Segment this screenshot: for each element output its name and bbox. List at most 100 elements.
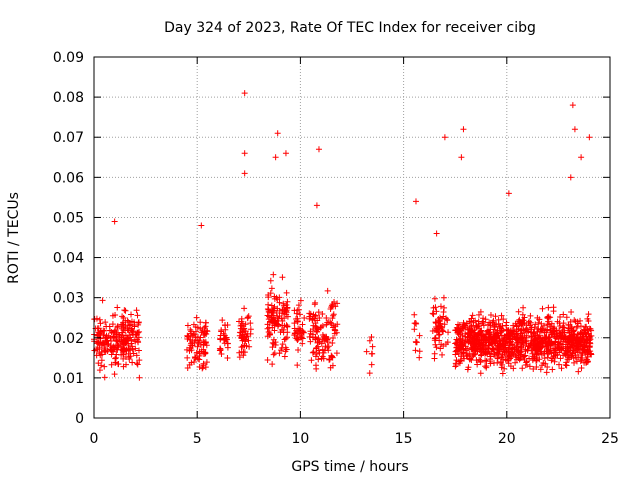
data-point <box>416 348 423 355</box>
data-point <box>523 325 530 332</box>
data-point <box>133 360 140 367</box>
data-point <box>435 318 442 325</box>
data-point <box>201 324 208 331</box>
data-point <box>528 333 535 340</box>
data-point <box>242 336 249 343</box>
data-point <box>574 343 581 350</box>
data-point <box>312 336 319 343</box>
data-point <box>272 154 279 161</box>
data-point <box>280 300 287 307</box>
data-point <box>587 340 594 347</box>
data-point <box>366 337 373 344</box>
x-tick-label: 15 <box>395 431 413 447</box>
data-point <box>476 356 483 363</box>
data-point <box>586 325 593 332</box>
data-point <box>522 352 529 359</box>
data-point <box>498 354 505 361</box>
data-point <box>274 130 281 137</box>
data-point <box>483 334 490 341</box>
data-point <box>236 318 243 325</box>
data-point <box>245 313 252 320</box>
data-point <box>295 347 302 354</box>
data-point <box>112 359 119 366</box>
data-point <box>111 371 118 378</box>
data-point <box>462 343 469 350</box>
data-point <box>101 374 108 381</box>
data-point <box>101 347 108 354</box>
data-point <box>416 332 423 339</box>
data-point <box>112 311 119 318</box>
data-point <box>224 340 231 347</box>
data-point <box>557 313 564 320</box>
data-point <box>203 359 210 366</box>
y-tick-label: 0.09 <box>53 50 84 66</box>
data-point <box>570 355 577 362</box>
data-point <box>264 356 271 363</box>
data-point <box>135 319 142 326</box>
data-point <box>557 330 564 337</box>
data-point <box>323 321 330 328</box>
data-point <box>558 365 565 372</box>
data-point <box>468 323 475 330</box>
data-point <box>460 126 467 133</box>
data-point <box>516 336 523 343</box>
data-point <box>111 333 118 340</box>
y-tick-label: 0.03 <box>53 291 84 307</box>
data-point <box>120 327 127 334</box>
data-point <box>510 365 517 372</box>
data-point <box>264 312 271 319</box>
data-point <box>544 363 551 370</box>
data-point <box>536 316 543 323</box>
data-point <box>216 345 223 352</box>
data-point <box>199 365 206 372</box>
data-point <box>581 343 588 350</box>
data-point <box>284 298 291 305</box>
data-point <box>196 356 203 363</box>
data-point <box>464 351 471 358</box>
data-point <box>563 314 570 321</box>
data-point <box>411 326 418 333</box>
data-point <box>267 277 274 284</box>
data-point <box>242 321 249 328</box>
data-point <box>121 307 128 314</box>
data-point <box>459 339 466 346</box>
data-point <box>120 346 127 353</box>
data-point <box>565 322 572 329</box>
data-point <box>514 348 521 355</box>
data-point <box>279 341 286 348</box>
data-point <box>475 338 482 345</box>
data-point <box>559 341 566 348</box>
data-point <box>264 325 271 332</box>
data-point <box>119 313 126 320</box>
data-point <box>99 351 106 358</box>
data-point <box>315 335 322 342</box>
data-point <box>491 351 498 358</box>
data-point <box>465 364 472 371</box>
data-point <box>101 363 108 370</box>
data-point <box>502 340 509 347</box>
data-point <box>318 340 325 347</box>
data-point <box>267 318 274 325</box>
data-point <box>111 344 118 351</box>
data-point <box>586 134 593 141</box>
data-point <box>291 320 298 327</box>
data-point <box>315 309 322 316</box>
data-point <box>508 329 515 336</box>
data-point <box>492 313 499 320</box>
data-point <box>528 324 535 331</box>
data-point <box>444 316 451 323</box>
data-point <box>480 342 487 349</box>
data-point <box>310 326 317 333</box>
data-point <box>531 329 538 336</box>
data-point <box>437 314 444 321</box>
data-point <box>315 356 322 363</box>
x-tick-label: 10 <box>291 431 309 447</box>
data-point <box>120 363 127 370</box>
data-point <box>293 310 300 317</box>
data-point <box>132 345 139 352</box>
data-point <box>541 355 548 362</box>
data-point <box>283 309 290 316</box>
data-point <box>505 360 512 367</box>
data-point <box>438 341 445 348</box>
data-point <box>333 350 340 357</box>
